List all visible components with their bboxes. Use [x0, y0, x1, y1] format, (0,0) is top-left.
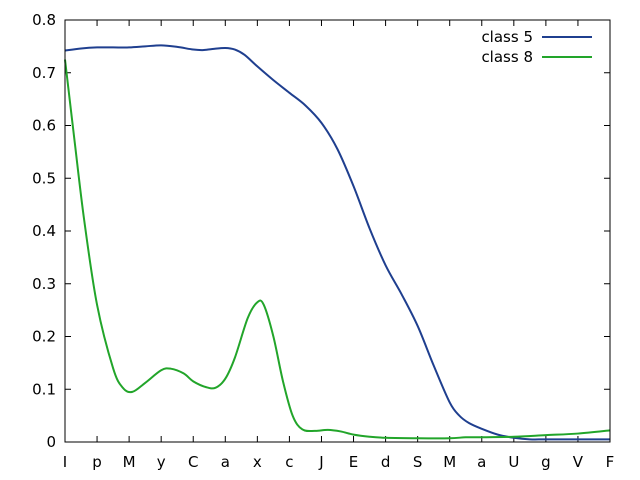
x-tick-label: a: [477, 453, 486, 471]
y-tick-label: 0.6: [32, 117, 56, 135]
x-tick-label: S: [413, 453, 423, 471]
x-tick-label: a: [221, 453, 230, 471]
legend-label: class 5: [481, 28, 533, 46]
y-tick-label: 0.1: [32, 380, 56, 398]
legend: class 5 class 8: [481, 28, 592, 66]
x-tick-label: g: [541, 453, 551, 471]
x-tick-label: M: [123, 453, 136, 471]
series-lines: [64, 44, 611, 441]
tick-marks: [64, 19, 611, 443]
x-tick-label: y: [157, 453, 166, 471]
x-tick-label: I: [63, 453, 67, 471]
x-tick-label: J: [318, 453, 323, 471]
y-tick-label: 0.2: [32, 328, 56, 346]
x-tick-label: U: [508, 453, 519, 471]
legend-label: class 8: [481, 48, 533, 66]
y-tick-label: 0.7: [32, 64, 56, 82]
x-tick-label: c: [285, 453, 293, 471]
y-tick-label: 0: [46, 433, 56, 451]
y-tick-labels: 0 0.1 0.2 0.3 0.4 0.5 0.6 0.7 0.8: [32, 11, 56, 451]
y-tick-label: 0.5: [32, 169, 56, 187]
y-tick-label: 0.8: [32, 11, 56, 29]
x-tick-label: d: [381, 453, 391, 471]
x-tick-label: M: [443, 453, 456, 471]
x-tick-label: p: [92, 453, 102, 471]
x-tick-label: E: [349, 453, 358, 471]
y-tick-label: 0.4: [32, 222, 56, 240]
x-tick-label: x: [253, 453, 262, 471]
x-tick-label: V: [573, 453, 584, 471]
x-tick-label: F: [606, 453, 615, 471]
y-tick-label: 0.3: [32, 275, 56, 293]
series-line-1: [64, 44, 610, 441]
x-tick-label: C: [188, 453, 198, 471]
plot-area-frame: [64, 19, 611, 443]
series-line-2: [64, 59, 611, 440]
